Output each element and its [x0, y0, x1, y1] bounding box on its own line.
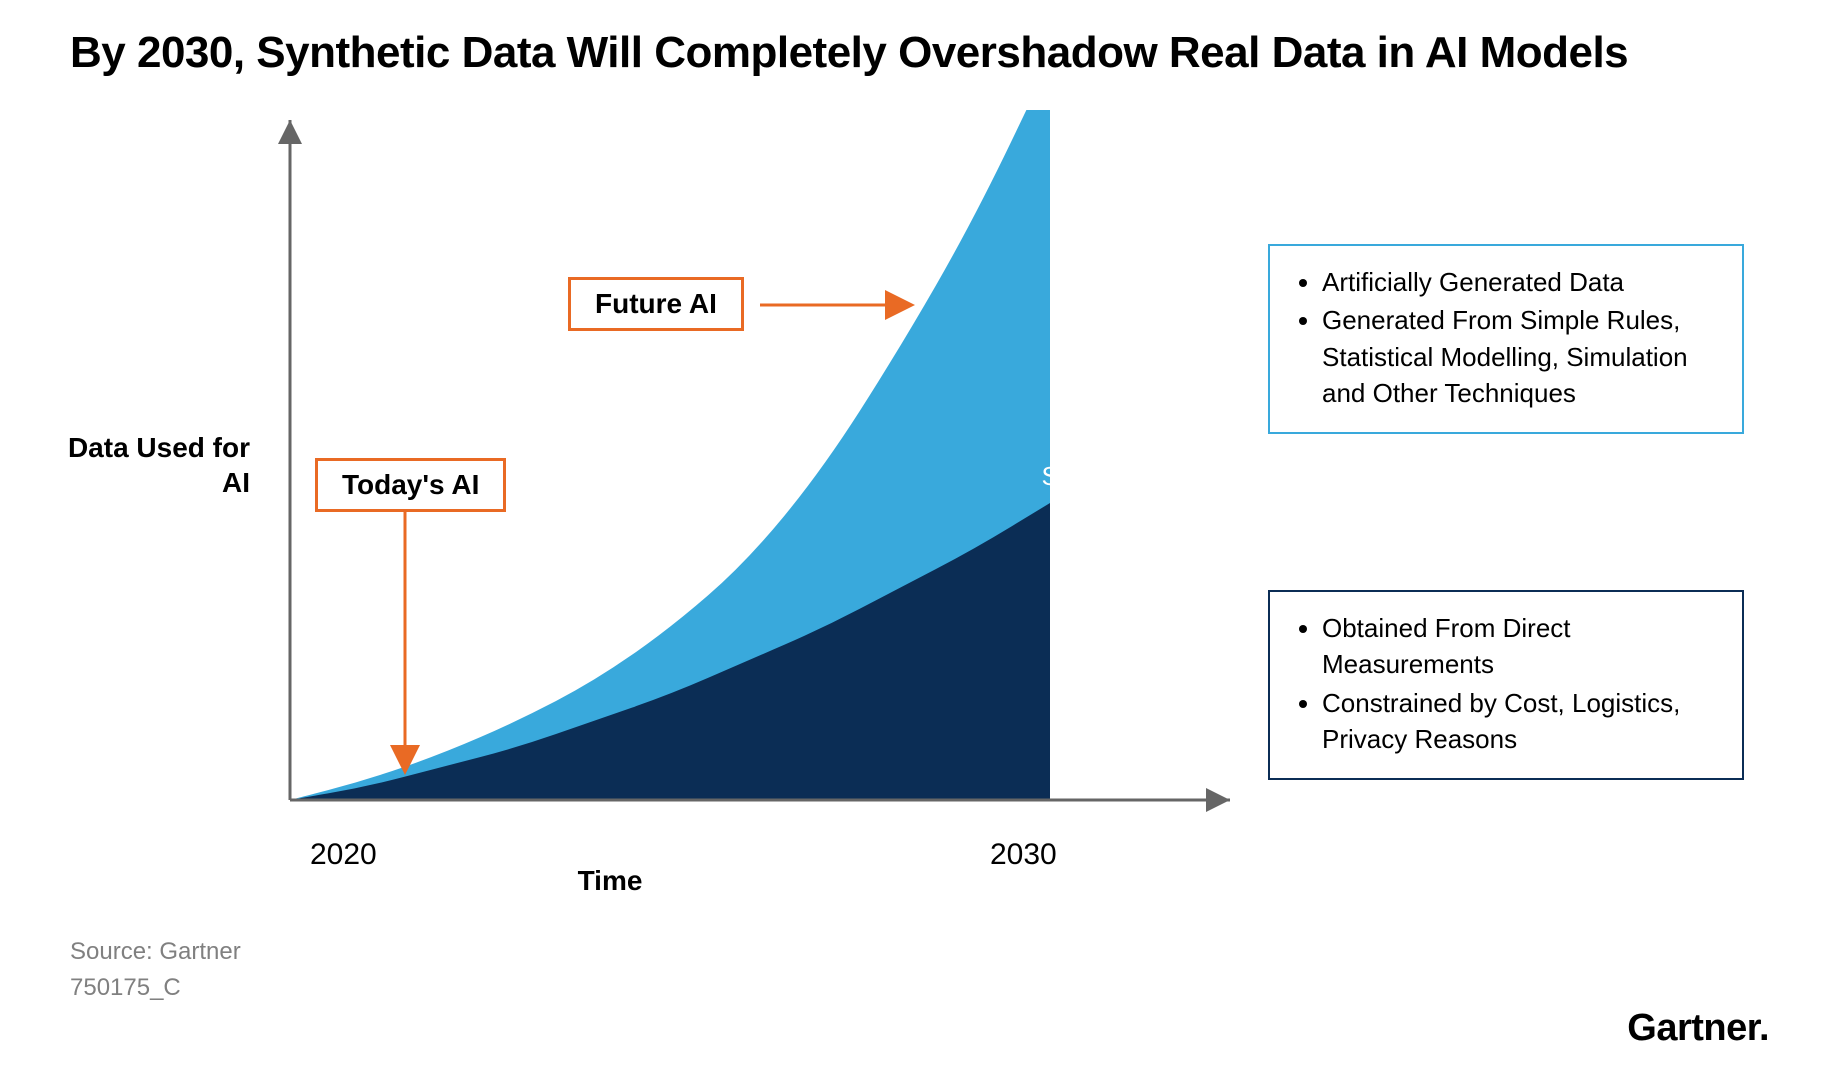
series-label-real: RealData	[1055, 642, 1155, 707]
info-box-synthetic: Artificially Generated Data Generated Fr…	[1268, 244, 1744, 434]
info-synthetic-bullet: Artificially Generated Data	[1322, 264, 1720, 300]
x-tick-end: 2030	[990, 838, 1057, 872]
page: By 2030, Synthetic Data Will Completely …	[0, 0, 1829, 1080]
area-chart: Today's AI Future AI SyntheticData RealD…	[70, 110, 1430, 870]
series-label-synthetic: SyntheticData	[1025, 460, 1165, 525]
info-real-bullet: Constrained by Cost, Logistics, Privacy …	[1322, 685, 1720, 758]
x-axis-label: Time	[530, 865, 690, 897]
x-tick-start: 2020	[310, 838, 377, 872]
info-real-bullet: Obtained From Direct Measurements	[1322, 610, 1720, 683]
callout-future: Future AI	[568, 277, 744, 331]
info-synthetic-list: Artificially Generated Data Generated Fr…	[1300, 264, 1720, 412]
gartner-logo: Gartner.	[1627, 1007, 1769, 1050]
logo-text: Gartner	[1627, 1007, 1759, 1049]
info-synthetic-bullet: Generated From Simple Rules, Statistical…	[1322, 302, 1720, 411]
callout-today: Today's AI	[315, 458, 506, 512]
info-real-list: Obtained From Direct Measurements Constr…	[1300, 610, 1720, 758]
logo-dot-icon: .	[1759, 1007, 1769, 1049]
chart-svg	[70, 110, 1430, 870]
page-title: By 2030, Synthetic Data Will Completely …	[70, 28, 1628, 78]
info-box-real: Obtained From Direct Measurements Constr…	[1268, 590, 1744, 780]
source-line-2: 750175_C	[70, 974, 181, 1002]
source-line-1: Source: Gartner	[70, 938, 241, 966]
